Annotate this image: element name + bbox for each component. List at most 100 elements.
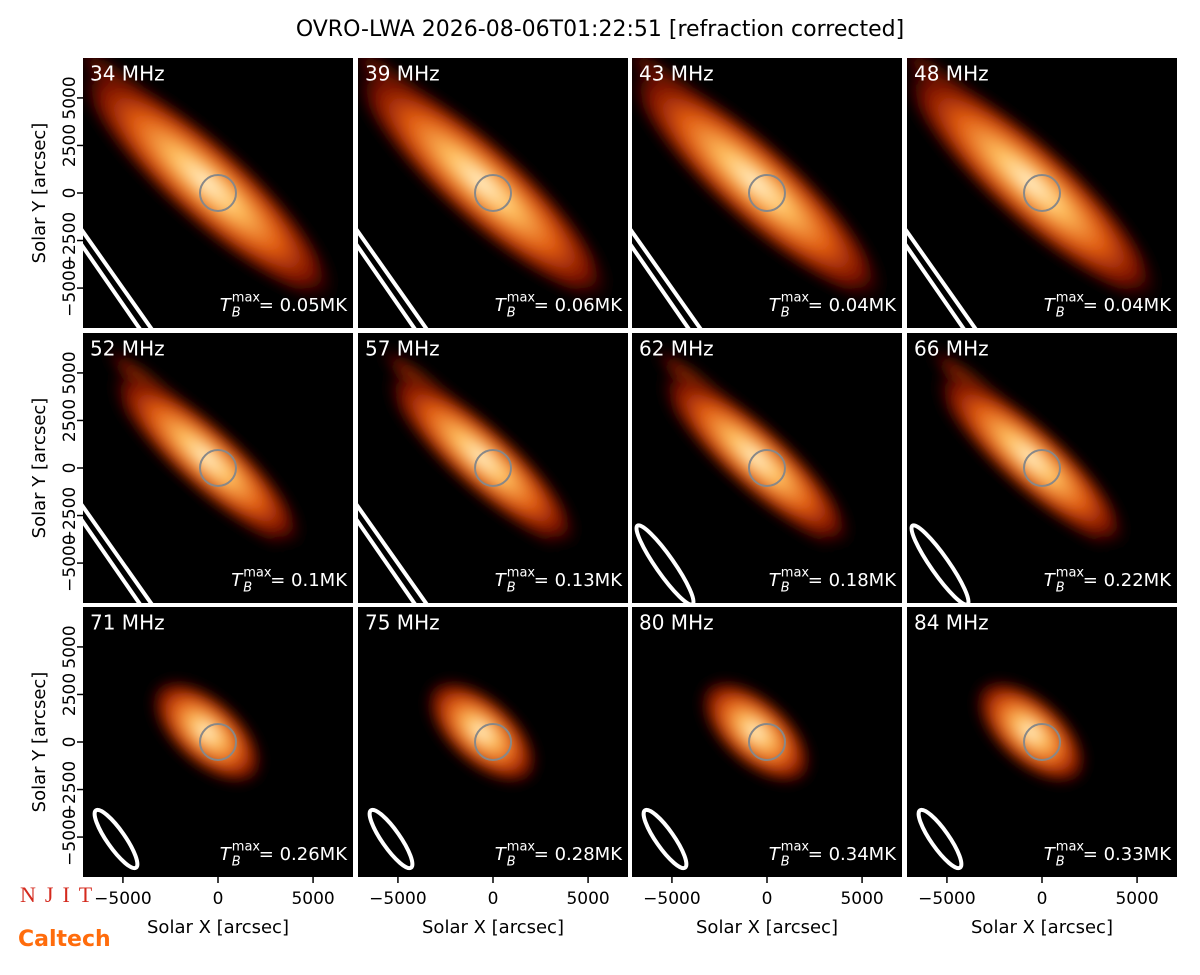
x-tick-label: 5000 [840, 889, 883, 909]
tb-superscript: max [507, 291, 536, 306]
tb-superscript: max [232, 291, 261, 306]
y-axis-label: Solar Y [arcsec] [29, 398, 50, 539]
y-axis-label: Solar Y [arcsec] [29, 672, 50, 813]
tb-subscript: B [507, 855, 516, 870]
tb-symbol: T [220, 295, 233, 316]
tb-symbol: T [1044, 295, 1057, 316]
x-axis-label: Solar X [arcsec] [422, 917, 564, 938]
image-area [632, 58, 889, 328]
tb-symbol: T [769, 844, 782, 865]
beam [367, 807, 415, 871]
y-tick-label: 2500 [60, 124, 80, 167]
tb-max-value: = 0.26MK [259, 844, 348, 865]
tb-superscript: max [1056, 840, 1085, 855]
tb-max-value: = 0.1MK [270, 570, 348, 591]
panel-title: 57 MHz [365, 337, 440, 361]
beam [358, 243, 417, 328]
tb-superscript: max [1056, 291, 1085, 306]
emission-core [697, 676, 815, 788]
y-tick-label: −2500 [60, 212, 80, 270]
logo-njit: NJIT [20, 882, 101, 907]
beam [92, 807, 140, 871]
tb-max-value: = 0.28MK [534, 844, 623, 865]
image-area [83, 343, 307, 603]
solar-disk [1023, 723, 1061, 761]
emission-core [83, 61, 340, 305]
emission [972, 676, 1090, 788]
panel-title: 48 MHz [914, 62, 989, 86]
beam [909, 523, 971, 603]
tb-symbol: T [769, 570, 782, 591]
emission [423, 676, 541, 788]
tb-symbol: T [1044, 844, 1057, 865]
y-tick-label: −5000 [60, 259, 80, 317]
x-tick-label: −5000 [369, 889, 427, 909]
y-tick-label: 2500 [60, 673, 80, 716]
emission [148, 676, 266, 788]
solar-disk [474, 174, 512, 212]
tb-subscript: B [781, 581, 790, 596]
beam [83, 243, 142, 328]
panel-title: 62 MHz [639, 337, 714, 361]
panel-title: 84 MHz [914, 611, 989, 635]
x-tick-label: 5000 [1115, 889, 1158, 909]
tb-subscript: B [1056, 306, 1065, 321]
x-tick-label: 5000 [291, 889, 334, 909]
tb-max-value: = 0.34MK [808, 844, 897, 865]
figure-title: OVRO-LWA 2026-08-06T01:22:51 [refraction… [296, 17, 904, 42]
y-tick-label: 0 [60, 737, 80, 748]
panel-title: 66 MHz [914, 337, 989, 361]
x-tick-label: 0 [488, 889, 499, 909]
solar-disk [474, 723, 512, 761]
x-tick-label: −5000 [643, 889, 701, 909]
x-tick-label: 5000 [566, 889, 609, 909]
tb-subscript: B [232, 306, 241, 321]
image-area [83, 58, 340, 328]
tb-subscript: B [507, 581, 516, 596]
beam [83, 518, 142, 603]
panel-title: 71 MHz [90, 611, 165, 635]
tb-subscript: B [781, 306, 790, 321]
tb-max-value: = 0.05MK [259, 295, 348, 316]
y-tick-label: 5000 [60, 351, 80, 394]
tb-superscript: max [781, 566, 810, 581]
tb-symbol: T [1044, 570, 1057, 591]
y-tick-label: −2500 [60, 487, 80, 545]
tb-subscript: B [243, 581, 252, 596]
tb-subscript: B [1056, 581, 1065, 596]
solar-disk [748, 174, 786, 212]
beam [907, 243, 966, 328]
emission-core [972, 676, 1090, 788]
tb-max-value: = 0.13MK [534, 570, 623, 591]
emission-core [632, 61, 889, 305]
solar-disk [748, 449, 786, 487]
tb-symbol: T [769, 295, 782, 316]
tb-max-value: = 0.04MK [1083, 295, 1172, 316]
y-tick-label: −5000 [60, 808, 80, 866]
solar-disk [474, 449, 512, 487]
beam [83, 503, 154, 603]
y-tick-label: 2500 [60, 399, 80, 442]
tb-superscript: max [781, 291, 810, 306]
solar-disk [199, 723, 237, 761]
emission [697, 676, 815, 788]
tb-max-value: = 0.22MK [1083, 570, 1172, 591]
x-tick-label: 0 [762, 889, 773, 909]
emission-core [423, 676, 541, 788]
y-tick-label: −2500 [60, 761, 80, 819]
beam [358, 503, 429, 603]
tb-symbol: T [231, 570, 244, 591]
panel-title: 75 MHz [365, 611, 440, 635]
tb-superscript: max [1056, 566, 1085, 581]
tb-max-value: = 0.06MK [534, 295, 623, 316]
tb-max-value: = 0.33MK [1083, 844, 1172, 865]
y-tick-label: 0 [60, 463, 80, 474]
